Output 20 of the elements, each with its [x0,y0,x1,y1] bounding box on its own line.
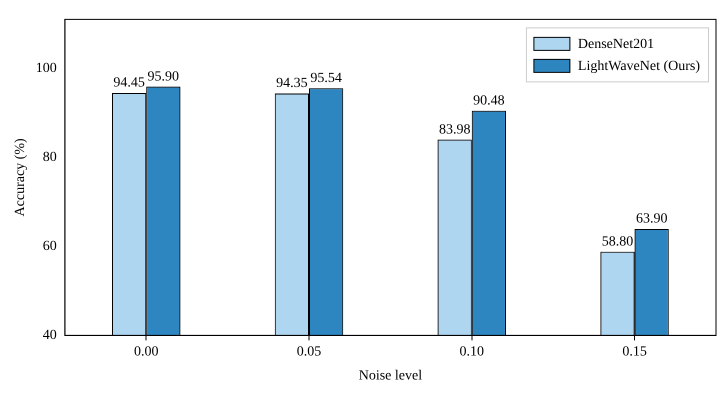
x-axis-title: Noise level [358,368,422,384]
y-axis-title: Accuracy (%) [13,138,28,216]
text: 94.35 [276,76,308,92]
text: 95.90 [148,69,180,84]
y-tick-label: 100 [36,61,57,76]
y-tick-label: 60 [42,239,57,254]
text: 90.48 [473,93,505,108]
text: 95.54 [310,70,342,86]
text: 83.98 [438,122,470,138]
x-tick-label: 0.10 [460,344,484,360]
y-tick-label: 40 [42,328,57,344]
y-tick-label: 80 [42,150,57,166]
legend-label: LightWaveNet (Ours) [578,59,700,74]
x-tick-label: 0.00 [134,344,158,360]
text: 63.90 [636,212,668,227]
text: 94.45 [113,76,145,91]
legend-label: DenseNet201 [578,37,654,52]
x-tick-label: 0.05 [296,344,322,360]
text: 58.80 [602,234,634,250]
x-tick-label: 0.15 [622,344,647,360]
